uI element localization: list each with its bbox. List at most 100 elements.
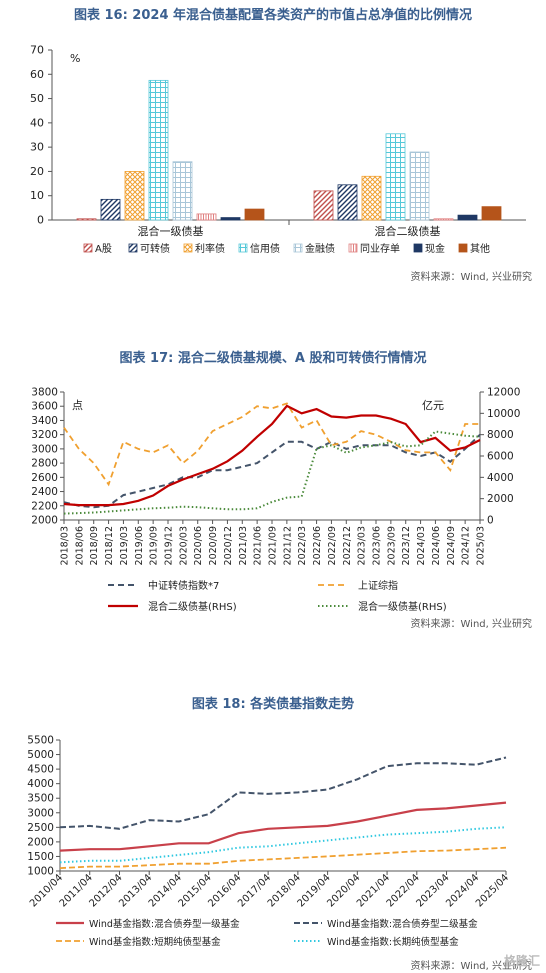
x-tick-label: 2024/09 — [446, 526, 457, 565]
y-tick-label: 50 — [30, 92, 44, 105]
left-unit-label: 点 — [72, 399, 83, 412]
y-tick-label: 2000 — [27, 836, 54, 848]
y-tick-label: 0 — [37, 214, 44, 227]
x-tick-label: 2023/12 — [401, 526, 412, 565]
legend-label: A股 — [95, 243, 112, 255]
bar-可转债 — [100, 198, 121, 221]
figure-16-title: 图表 16: 2024 年混合债基配置各类资产的市值占总净值的比例情况 — [73, 8, 473, 23]
bar-利率债 — [124, 171, 145, 221]
y-left-tick-label: 2000 — [31, 515, 58, 527]
x-tick-label: 2025/03 — [476, 526, 487, 565]
legend-swatch — [413, 243, 423, 253]
legend-swatch — [348, 243, 358, 253]
y-tick-label: 4000 — [27, 778, 54, 790]
y-left-tick-label: 3800 — [31, 387, 58, 399]
y-tick-label: 1500 — [27, 851, 54, 863]
x-tick-label: 2023/03 — [357, 526, 368, 565]
legend-label: Wind基金指数:混合债券型一级基金 — [89, 918, 240, 930]
series-line-0 — [63, 433, 481, 509]
legend-swatch — [238, 243, 248, 253]
figure-17-chart: 2000 2200 2400 2600 2800 3000 3200 3400 3600 3800… — [31, 387, 520, 614]
x-tick-label: 2018/06 — [74, 526, 85, 565]
y-left-tick-label: 3400 — [31, 415, 58, 427]
legend-item: A股 — [83, 243, 112, 255]
y-tick-label: 40 — [30, 116, 44, 129]
bar-金融债 — [409, 151, 430, 221]
legend-item: 上证综指 — [318, 579, 398, 592]
figure-16-source: 资料来源：Wind, 兴业研究 — [410, 272, 533, 283]
legend-label: 其他 — [470, 242, 490, 255]
legend-label: 金融债 — [305, 242, 335, 255]
x-tick-label: 2019/12 — [164, 526, 175, 565]
x-tick-label: 2019/06 — [134, 526, 145, 565]
figure-18-source: 资料来源：Wind, 兴业研究 — [410, 961, 533, 972]
bar-其他 — [481, 206, 502, 221]
y-right-tick-label: 10000 — [487, 408, 520, 420]
x-tick-label: 2018/09 — [89, 526, 100, 565]
x-tick-label: 2021/03 — [238, 526, 249, 565]
category-label: 混合一级债基 — [138, 224, 204, 238]
legend-item: Wind基金指数:混合债券型二级基金 — [294, 918, 478, 930]
x-tick-label: 2018/03 — [60, 526, 71, 565]
y-right-tick-label: 6000 — [487, 451, 514, 463]
series-line-0 — [59, 801, 507, 852]
y-tick-label: 30 — [30, 141, 44, 154]
legend-label: 利率债 — [195, 242, 225, 255]
y-right-tick-label: 2000 — [487, 493, 514, 505]
y-left-tick-label: 2400 — [31, 486, 58, 498]
bar-A股 — [76, 218, 97, 221]
legend-item: 现金 — [413, 242, 445, 255]
series-line-1 — [59, 756, 507, 830]
x-tick-label: 2025/04 — [474, 872, 511, 909]
figure-17-title: 图表 17: 混合二级债基规模、A 股和可转债行情情况 — [119, 351, 427, 366]
watermark-logo: 格隆汇 — [503, 954, 540, 968]
y-tick-label: 1000 — [27, 866, 54, 878]
bar-利率债 — [361, 175, 382, 221]
legend-label: 中证转债指数*7 — [148, 579, 219, 592]
legend-label: 现金 — [425, 242, 445, 255]
series-line-1 — [63, 402, 480, 487]
y-left-tick-label: 3200 — [31, 429, 58, 441]
figure-17-source: 资料来源：Wind, 兴业研究 — [410, 619, 533, 630]
figure-16-chart: 0 10 20 30 40 50 60 70% 混合一级债基 混合二级债基 A股 可转债 利率债 信用债 金… — [30, 44, 526, 255]
y-tick-label: 10 — [30, 189, 44, 202]
y-left-tick-label: 3000 — [31, 443, 58, 455]
figure-17: 图表 17: 混合二级债基规模、A 股和可转债行情情况 2000 2200 2400… — [0, 340, 546, 640]
y-left-tick-label: 2800 — [31, 458, 58, 470]
legend-label: 混合二级债基(RHS) — [148, 600, 237, 613]
bar-A股 — [313, 190, 334, 221]
y-tick-label: 2500 — [27, 822, 54, 834]
category-label: 混合二级债基 — [375, 224, 441, 238]
legend-item: 混合二级债基(RHS) — [108, 600, 237, 613]
x-tick-label: 2024/06 — [431, 526, 442, 565]
x-tick-label: 2020/09 — [208, 526, 219, 565]
bar-金融债 — [172, 161, 193, 221]
y-tick-label: 20 — [30, 165, 44, 178]
legend-label: 混合一级债基(RHS) — [358, 600, 447, 613]
legend-label: Wind基金指数:短期纯债型基金 — [89, 936, 221, 948]
bar-现金 — [220, 217, 241, 221]
legend-label: 可转债 — [140, 242, 170, 255]
x-tick-label: 2019/09 — [149, 526, 160, 565]
y-tick-label: 4500 — [27, 764, 54, 776]
y-tick-label: 3000 — [27, 807, 54, 819]
legend-swatch — [458, 243, 468, 253]
x-tick-label: 2022/09 — [327, 526, 338, 565]
legend-item: Wind基金指数:长期纯债型基金 — [294, 936, 459, 948]
bar-现金 — [457, 214, 478, 221]
x-tick-label: 2021/12 — [282, 526, 293, 565]
figure-18-title: 图表 18: 各类债基指数走势 — [191, 697, 355, 712]
legend-item: 中证转债指数*7 — [108, 579, 219, 592]
y-right-tick-label: 0 — [487, 515, 494, 527]
y-left-tick-label: 3600 — [31, 401, 58, 413]
y-left-tick-label: 2600 — [31, 472, 58, 484]
bar-其他 — [244, 208, 265, 221]
legend-item: 混合一级债基(RHS) — [318, 600, 447, 613]
x-tick-label: 2022/12 — [342, 526, 353, 565]
bar-可转债 — [337, 184, 358, 221]
y-tick-label: 3500 — [27, 793, 54, 805]
bar-同业存单 — [196, 213, 217, 221]
legend-item: Wind基金指数:短期纯债型基金 — [56, 936, 221, 948]
y-left-tick-label: 2200 — [31, 500, 58, 512]
legend-item: 其他 — [458, 242, 490, 255]
